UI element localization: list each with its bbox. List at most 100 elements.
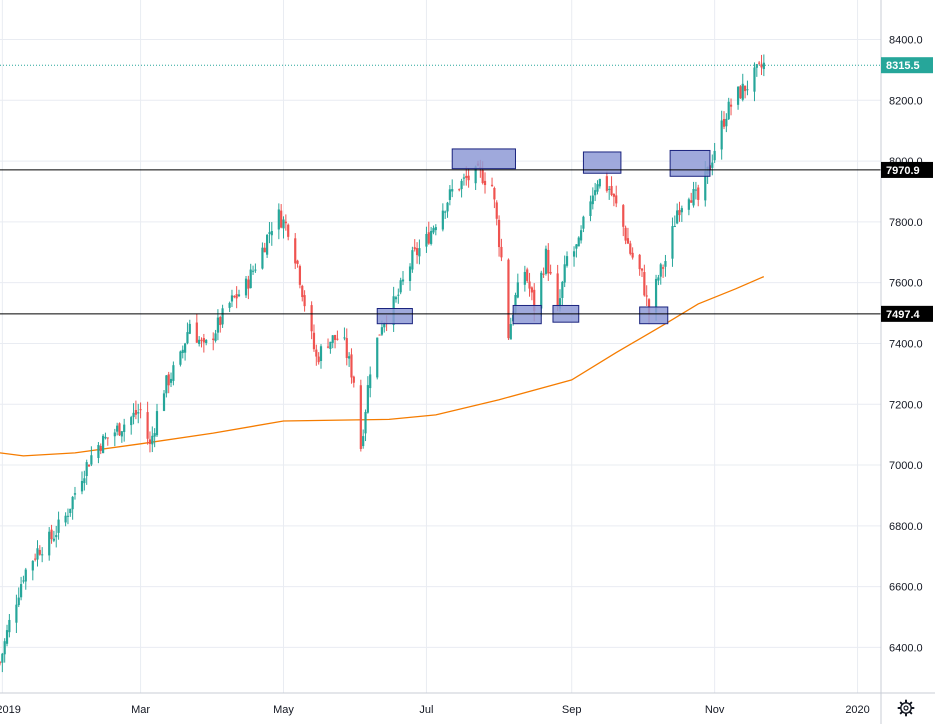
gear-icon[interactable] [897,699,915,717]
candle-body [101,435,105,454]
price-tick-label: 6800.0 [889,521,923,533]
candle-body [397,294,400,296]
price-tick-label: 7800.0 [889,217,923,229]
candlesticks [0,54,765,673]
candle-body [261,247,264,269]
candle-body [727,101,730,120]
candle-body [565,256,569,266]
candle-body [366,385,369,413]
candle-body [41,554,44,556]
level-price-badge: 7970.9 [886,165,920,177]
candle-body [186,332,189,344]
candle-body [251,270,255,272]
candle-body [582,216,585,229]
candle-body [120,431,123,437]
candle-body [509,324,512,340]
candle-body [345,338,348,359]
candle-body [80,480,84,492]
candle-body [605,176,608,191]
price-zone [582,151,622,174]
candle-body [516,282,519,298]
candle-body [380,327,384,335]
candle-body [755,64,758,68]
candle-body [497,219,501,248]
candle-body [277,209,280,230]
candle-body [713,150,716,161]
candle-body [687,199,690,210]
price-axis[interactable]: 6400.0 6600.0 6800.0 7000.0 7200.0 7400.0 7600… [889,35,923,655]
candle-body [146,412,149,439]
candle-body [134,410,137,415]
candle-body [624,227,627,241]
candle-body [179,351,182,365]
candle-body [762,62,765,70]
candle-body [563,264,566,283]
candle-body [610,185,613,195]
candle-body [418,248,421,257]
candle-body [148,439,152,445]
candle-body [235,294,238,299]
candle-body [317,356,320,363]
candle-body [212,338,215,341]
price-tick-label: 7600.0 [889,278,923,290]
candle-body [526,269,529,281]
candle-body [137,412,140,414]
candle-body [415,248,419,256]
candle-body [645,295,648,297]
candle-body [659,264,662,277]
candle-body [296,260,299,264]
candle-body [495,202,498,219]
candle-body [116,425,119,432]
candle-body [151,435,154,445]
candle-body [202,338,205,343]
price-zone [639,306,669,325]
candle-body [216,317,220,333]
candle-body [254,269,257,271]
candle-body [31,560,34,571]
candle-body [725,118,728,127]
time-axis[interactable]: 2019 Mar May Jul Sep Nov 2020 [0,704,870,716]
price-tick-label: 8400.0 [889,35,923,47]
moving-average-line [0,276,765,457]
candle-body [162,393,166,411]
candle-body [643,272,646,296]
candle-body [364,412,367,434]
candle-body [673,226,676,228]
candle-body [284,221,287,224]
candle-body [310,305,313,332]
candle-body [123,424,126,432]
candle-body [399,280,402,293]
candle-body [575,244,578,249]
candle-body [572,251,576,257]
candle-body [83,478,86,484]
candle-body [333,335,337,340]
candle-body [50,529,53,540]
candle-body [711,162,714,168]
price-tick-label: 7000.0 [889,460,923,472]
level-price-badge-background [881,305,933,322]
candle-body [87,464,91,467]
candle-body [591,195,594,205]
candle-body [744,85,747,92]
candle-body [139,409,142,411]
candle-body [214,333,217,341]
candle-body [598,178,601,187]
candle-body [383,323,386,328]
time-tick-label: Jul [419,704,433,716]
candle-body [378,334,381,336]
candle-body [0,662,2,664]
candle-body [612,193,615,197]
candle-body [547,249,550,274]
candle-body [34,558,37,560]
candle-body [746,89,749,91]
time-tick-label: Nov [705,704,725,716]
candle-body [638,254,641,270]
candle-body [401,279,405,282]
candle-body [741,83,744,100]
time-tick-label: 2019 [0,704,21,716]
candle-body [622,205,625,227]
price-tick-label: 6600.0 [889,582,923,594]
candle-body [654,278,658,313]
candle-body [184,343,187,353]
